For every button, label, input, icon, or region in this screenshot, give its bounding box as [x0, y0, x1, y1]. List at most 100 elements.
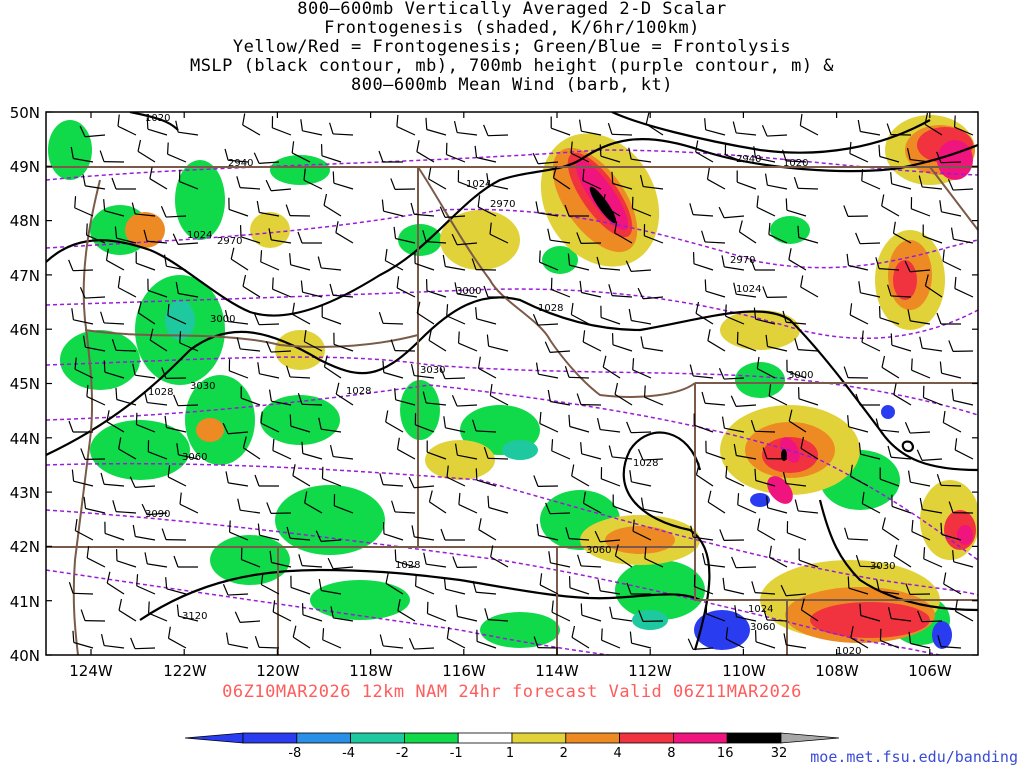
wind-barb — [332, 171, 354, 190]
wind-barb — [323, 355, 342, 379]
wind-barb — [564, 365, 590, 379]
credit-link[interactable]: moe.met.fsu.edu/banding — [810, 748, 1018, 766]
wind-barb — [797, 225, 819, 244]
wind-barb — [390, 178, 416, 190]
wind-barb — [875, 257, 900, 271]
lat-label: 42N — [10, 538, 40, 556]
wind-barb — [535, 362, 559, 379]
wind-barb — [565, 527, 590, 541]
wind-barb — [800, 598, 819, 622]
wind-barb — [111, 338, 137, 352]
wind-barb — [487, 495, 509, 514]
wind-barb — [260, 250, 280, 271]
wind-barb — [327, 557, 354, 570]
lon-label: 108W — [815, 662, 859, 680]
wind-barb — [292, 625, 311, 649]
wind-barb — [786, 521, 807, 541]
height-label: 3000 — [788, 370, 813, 381]
wind-barb — [228, 520, 249, 541]
wind-barb — [532, 152, 559, 165]
lon-label: 122W — [163, 662, 207, 680]
wind-barb — [533, 475, 559, 487]
wind-barb — [147, 601, 168, 622]
wind-barb — [149, 167, 168, 190]
wind-barb — [736, 331, 757, 352]
wind-barb — [707, 490, 726, 514]
wind-barb — [768, 384, 788, 406]
wind-barb — [422, 230, 447, 244]
wind-barb — [132, 363, 156, 379]
mslp-label: 1028 — [633, 458, 658, 469]
wind-barb — [942, 410, 962, 433]
wind-barb — [176, 443, 199, 460]
latitude-labels: 50N 49N 48N 47N 46N 45N 44N 43N 42N 41N … — [10, 104, 40, 665]
wind-barb — [298, 554, 323, 568]
wind-barb — [730, 395, 757, 407]
colorbar-label: 1 — [506, 746, 514, 761]
wind-barb — [242, 436, 261, 460]
wind-barb — [268, 389, 292, 406]
wind-barb — [858, 442, 881, 460]
wind-barb — [74, 357, 94, 379]
wind-barb — [425, 117, 447, 136]
mslp-label: 1024 — [736, 284, 761, 295]
wind-barb — [582, 168, 602, 190]
wind-barb — [763, 608, 788, 622]
wind-barb — [292, 464, 311, 487]
wind-barb — [300, 280, 323, 298]
axis-ticks — [46, 111, 978, 656]
colorbar-label: 16 — [717, 746, 734, 761]
wind-barb — [104, 521, 125, 541]
wind-barbs — [68, 112, 974, 650]
wind-barb — [643, 385, 664, 406]
wind-barb — [477, 356, 497, 379]
wind-barb — [329, 122, 354, 136]
wind-barb — [782, 149, 807, 163]
wind-barb — [161, 528, 187, 541]
wind-barb — [68, 259, 94, 272]
wind-barb — [321, 466, 342, 487]
wind-barb — [609, 606, 633, 622]
wind-barb — [484, 608, 509, 622]
wind-barb — [547, 228, 571, 244]
wind-barb — [626, 421, 652, 434]
wind-barb — [85, 223, 106, 244]
wind-barb — [544, 341, 571, 353]
mslp-label: 1020 — [145, 113, 170, 124]
wind-barb — [454, 443, 478, 460]
wind-barb — [297, 231, 322, 244]
wind-barb — [849, 464, 869, 487]
wind-barb — [453, 121, 478, 136]
wind-barb — [242, 113, 261, 136]
wind-barb — [799, 113, 819, 136]
wind-barb — [397, 599, 416, 622]
wind-barb — [329, 445, 354, 460]
wind-barb — [576, 393, 602, 406]
wind-barb — [483, 446, 509, 460]
wind-barb — [74, 518, 94, 541]
lon-label: 106W — [908, 662, 952, 680]
height-label: 2940 — [228, 158, 253, 169]
wind-barb — [80, 448, 106, 460]
wind-barb — [285, 204, 311, 217]
wind-barb — [272, 438, 292, 460]
wind-barb — [953, 115, 974, 136]
wind-barb — [954, 599, 974, 622]
wind-barb — [393, 226, 416, 244]
wind-barb — [428, 328, 447, 352]
wind-barb — [905, 583, 931, 595]
wind-barb — [225, 471, 249, 487]
wind-barb — [224, 148, 249, 163]
wind-barb — [99, 150, 125, 163]
lat-label: 47N — [10, 267, 40, 285]
wind-barb — [457, 331, 478, 352]
wind-barb — [234, 611, 261, 623]
wind-barb — [83, 496, 106, 514]
wind-barb — [951, 388, 974, 406]
wind-barb — [637, 449, 664, 461]
wind-barb — [875, 418, 900, 433]
wind-barb — [414, 413, 435, 433]
wind-barb — [240, 547, 261, 568]
wind-barb — [86, 546, 106, 568]
wind-barb — [132, 524, 156, 541]
